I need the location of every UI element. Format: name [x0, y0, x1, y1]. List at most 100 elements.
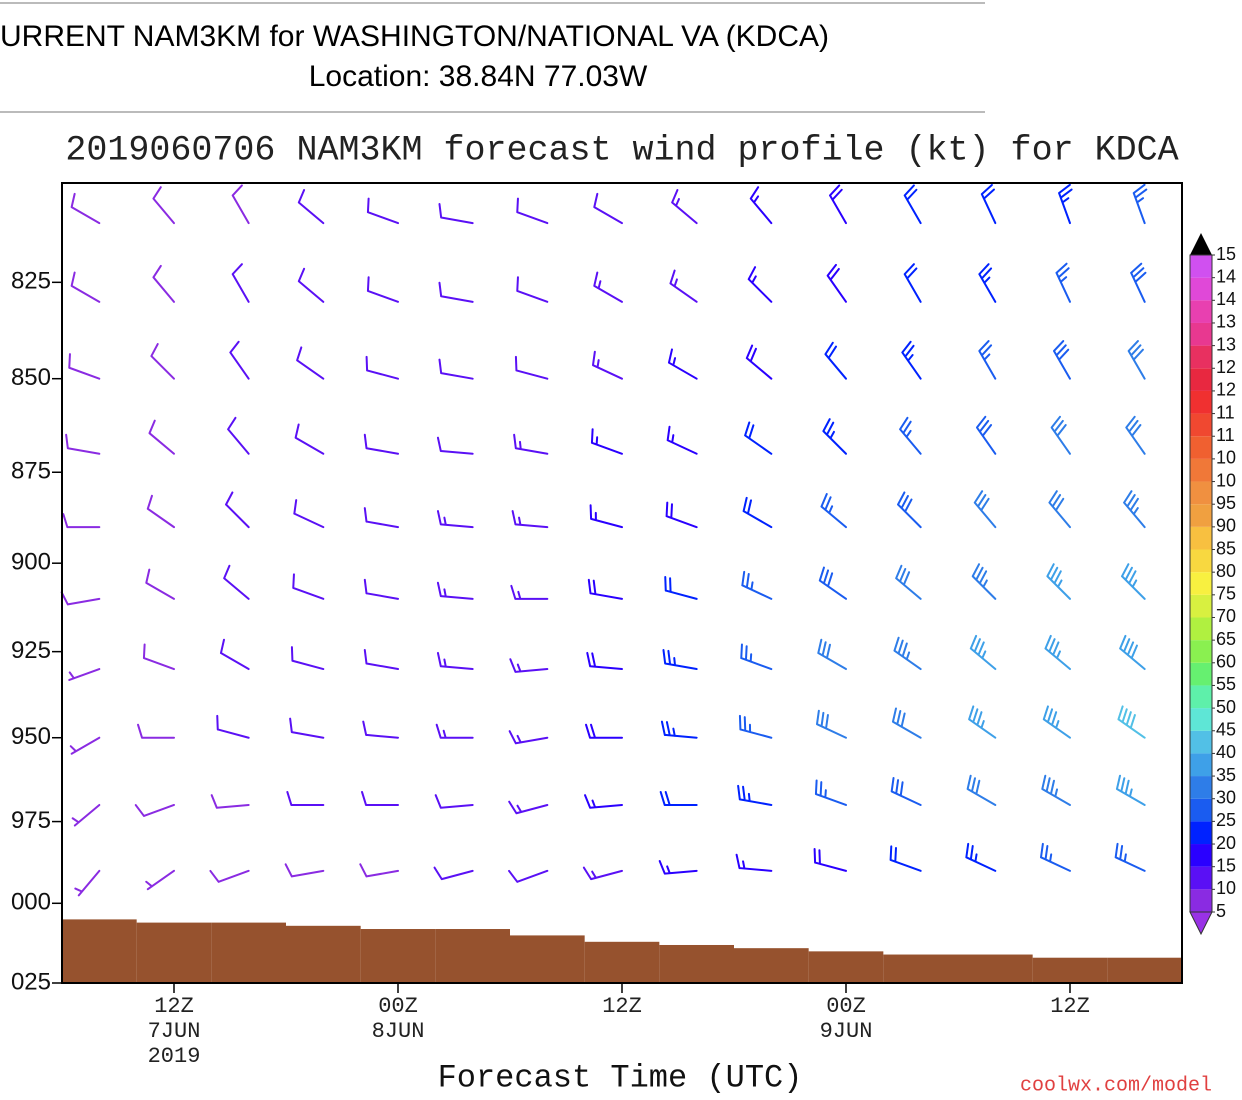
wind-barb [1123, 490, 1146, 529]
wind-barb [152, 186, 175, 225]
wind-barb [70, 271, 101, 303]
wind-barb [74, 869, 101, 897]
wind-barb [978, 340, 997, 380]
wind-barb [591, 350, 623, 380]
wind-barb [585, 723, 623, 739]
wind-barb [968, 705, 997, 739]
colorbar-label: 10 [1216, 470, 1236, 490]
wind-barb [509, 658, 549, 673]
y-tick-label: 950 [11, 723, 51, 750]
colorbar-label: 40 [1216, 742, 1236, 762]
wind-barb [297, 267, 325, 303]
ground [734, 948, 809, 983]
wind-barb [662, 648, 698, 671]
colorbar-swatch [1190, 504, 1212, 527]
wind-barb [745, 344, 773, 380]
wind-barb [965, 842, 997, 872]
wind-barb [508, 869, 549, 883]
wind-barb [514, 355, 549, 380]
wind-barb [815, 709, 847, 739]
wind-barb [1044, 634, 1071, 671]
wind-barb [589, 504, 623, 529]
colorbar-label: 90 [1216, 516, 1236, 536]
wind-barb [145, 869, 175, 891]
wind-barb [363, 507, 399, 529]
ground [62, 919, 137, 983]
x-tick-label: 12Z [602, 994, 642, 1019]
wind-barb [969, 634, 997, 671]
x-tick-label: 7JUN [148, 1019, 201, 1044]
colorbar-swatch [1190, 640, 1212, 663]
wind-barb [62, 513, 101, 529]
wind-barb [297, 189, 325, 225]
wind-barb [824, 341, 847, 380]
wind-barb [294, 423, 325, 455]
colorbar-label: 15 [1216, 855, 1236, 875]
wind-barb [738, 714, 773, 739]
colorbar-swatch [1190, 436, 1212, 459]
wind-barb [1119, 634, 1146, 671]
wind-barb [1053, 340, 1071, 380]
colorbar-frame [1189, 254, 1213, 913]
wind-barb [516, 276, 549, 303]
wind-barb [434, 794, 474, 809]
wind-barb [660, 720, 698, 739]
wind-barb [669, 269, 698, 303]
colorbar-swatch [1190, 277, 1212, 301]
colorbar-label: 14 [1216, 266, 1236, 286]
ground [1032, 957, 1108, 983]
wind-barb [286, 790, 325, 806]
wind-barb [973, 490, 997, 529]
colorbar-label: 50 [1216, 697, 1236, 717]
wind-barb [667, 348, 698, 380]
watermark: coolwx.com/model [1020, 1074, 1212, 1097]
colorbar-label: 10 [1216, 448, 1236, 468]
wind-barb [829, 184, 847, 225]
wind-barb [1058, 183, 1073, 225]
y-tick-label: 850 [11, 364, 51, 391]
x-tick-label: 2019 [148, 1044, 201, 1069]
wind-barb [666, 425, 698, 455]
colorbar-label: 5 [1216, 901, 1226, 921]
wind-barb [1127, 340, 1146, 380]
ground [958, 954, 1033, 983]
wind-barb [508, 800, 549, 815]
ground [808, 951, 884, 983]
colorbar-swatch [1190, 390, 1212, 414]
colorbar-label: 25 [1216, 810, 1236, 830]
wind-barb [510, 584, 549, 600]
wind-barb [363, 578, 399, 600]
y-tick-label: 875 [11, 458, 51, 485]
colorbar-swatch [1190, 685, 1212, 709]
wind-barb [209, 869, 250, 883]
colorbar-label: 30 [1216, 787, 1236, 807]
wind-barb [150, 343, 175, 380]
colorbar-swatch [1190, 368, 1212, 391]
header-subtitle: Location: 38.84N 77.03W [309, 60, 648, 93]
wind-barb [152, 264, 175, 303]
wind-barb [1125, 415, 1146, 455]
wind-barb [511, 510, 549, 529]
colorbar-swatch [1190, 458, 1212, 482]
wind-barb [71, 803, 101, 827]
wind-barb [978, 263, 997, 303]
colorbar-label: 70 [1216, 606, 1236, 626]
colorbar-swatch [1190, 821, 1212, 845]
colorbar-swatch [1190, 617, 1212, 641]
wind-barb [225, 491, 250, 529]
wind-barb [818, 566, 847, 600]
wind-barb [1121, 563, 1146, 600]
colorbar-label: 12 [1216, 357, 1236, 377]
wind-barb [142, 643, 175, 671]
colorbar-label: 60 [1216, 652, 1236, 672]
wind-barb [436, 510, 474, 529]
wind-barb [1046, 563, 1071, 600]
wind-barb [889, 845, 922, 872]
wind-barb [513, 433, 549, 455]
wind-barb [289, 717, 325, 739]
wind-barb [891, 707, 922, 739]
wind-barb [890, 776, 922, 806]
wind-barb [433, 866, 474, 881]
wind-barb [366, 197, 399, 225]
